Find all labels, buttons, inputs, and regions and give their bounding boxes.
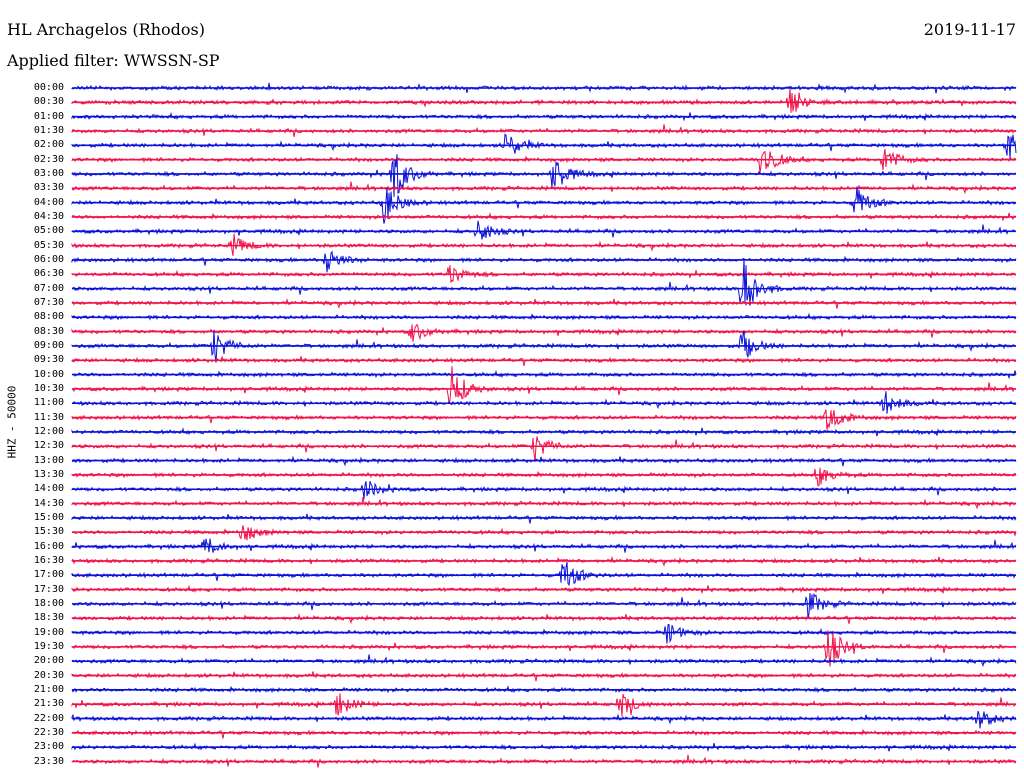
row-time-label: 20:30 — [33, 669, 64, 681]
trace-line — [71, 671, 1017, 682]
row-time-label: 19:00 — [33, 626, 64, 638]
row-time-label: 06:00 — [33, 253, 64, 265]
trace-line — [71, 366, 1017, 404]
row-time-label: 03:30 — [33, 182, 64, 194]
row-time-label: 02:30 — [33, 153, 64, 165]
row-time-label: 15:30 — [33, 526, 64, 538]
trace-line — [71, 623, 1017, 644]
trace-line — [71, 391, 1017, 414]
trace-line — [71, 148, 1017, 174]
trace-line — [71, 561, 1017, 587]
row-time-label: 21:30 — [33, 698, 64, 710]
row-time-label: 17:30 — [33, 583, 64, 595]
row-time-label: 04:00 — [33, 196, 64, 208]
row-time-label: 14:00 — [33, 483, 64, 495]
row-time-label: 11:30 — [33, 411, 64, 423]
row-time-label: 16:00 — [33, 540, 64, 552]
row-time-label: 17:00 — [33, 569, 64, 581]
trace-line — [71, 220, 1017, 240]
trace-line — [71, 481, 1017, 500]
trace-line — [71, 258, 1017, 306]
row-time-label: 11:00 — [33, 397, 64, 409]
trace-line — [71, 233, 1017, 256]
row-time-label: 02:00 — [33, 139, 64, 151]
row-time-label: 09:30 — [33, 354, 64, 366]
trace-line — [71, 250, 1017, 273]
row-time-label: 21:00 — [33, 683, 64, 695]
row-time-label: 18:30 — [33, 612, 64, 624]
row-time-label: 16:30 — [33, 554, 64, 566]
trace-line — [71, 133, 1017, 160]
row-time-label: 04:30 — [33, 210, 64, 222]
row-time-label: 13:00 — [33, 454, 64, 466]
row-time-label: 14:30 — [33, 497, 64, 509]
row-time-label: 19:30 — [33, 640, 64, 652]
date-label: 2019-11-17 — [923, 20, 1016, 39]
row-time-label: 08:30 — [33, 325, 64, 337]
row-time-label: 20:00 — [33, 655, 64, 667]
row-time-label: 15:00 — [33, 511, 64, 523]
row-time-label: 05:30 — [33, 239, 64, 251]
row-time-label: 12:30 — [33, 440, 64, 452]
row-time-label: 06:30 — [33, 268, 64, 280]
trace-line — [71, 181, 1017, 195]
row-time-label: 09:00 — [33, 339, 64, 351]
row-time-label: 07:00 — [33, 282, 64, 294]
row-time-label: 10:00 — [33, 368, 64, 380]
row-time-label: 22:30 — [33, 726, 64, 738]
row-time-label: 13:30 — [33, 468, 64, 480]
row-time-label: 10:30 — [33, 382, 64, 394]
trace-line — [71, 409, 1017, 430]
trace-line — [71, 436, 1017, 463]
row-time-label: 01:00 — [33, 110, 64, 122]
trace-line — [71, 467, 1017, 487]
trace-line — [71, 710, 1017, 729]
row-time-label: 00:00 — [33, 82, 64, 93]
trace-line — [71, 538, 1017, 553]
row-time-label: 23:30 — [33, 755, 64, 767]
row-time-label: 23:00 — [33, 741, 64, 753]
trace-line — [71, 88, 1017, 113]
filter-label: Applied filter: WWSSN-SP — [7, 51, 220, 70]
row-time-label: 18:00 — [33, 597, 64, 609]
row-time-label: 07:30 — [33, 296, 64, 308]
row-time-label: 22:00 — [33, 712, 64, 724]
row-time-label: 05:00 — [33, 225, 64, 237]
trace-line — [71, 728, 1017, 739]
station-title: HL Archagelos (Rhodos) — [7, 20, 205, 39]
row-time-label: 12:00 — [33, 425, 64, 437]
trace-line — [71, 654, 1017, 668]
row-time-label: 08:00 — [33, 311, 64, 323]
row-time-label: 01:30 — [33, 124, 64, 136]
row-time-label: 03:00 — [33, 167, 64, 179]
row-time-label: 00:30 — [33, 96, 64, 108]
trace-line — [71, 496, 1017, 510]
trace-line — [71, 592, 1017, 618]
